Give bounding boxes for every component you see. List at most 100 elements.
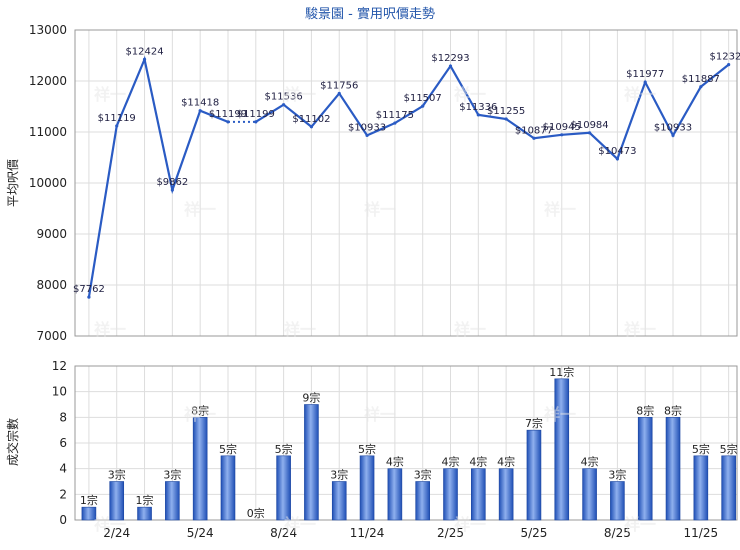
bar-1 [109, 481, 125, 521]
watermark-17: 祥一 [624, 515, 656, 534]
line-point-18 [587, 131, 592, 135]
bar-plot-frame [74, 365, 738, 521]
bar-label-4: 8宗 [191, 403, 209, 417]
line-point-label-11: $11175 [376, 110, 414, 121]
line-point-15 [504, 117, 508, 121]
line-point-19 [615, 157, 619, 161]
line-ytick-label-4: 11000 [29, 125, 67, 139]
line-point-8 [309, 125, 314, 129]
watermark-5: 祥一 [364, 200, 396, 219]
bar-label-1: 3宗 [108, 468, 126, 482]
watermark-9: 祥一 [454, 320, 486, 339]
line-point-label-0: $7762 [73, 284, 105, 295]
bar-label-23: 5宗 [720, 442, 738, 456]
bar-label-8: 9宗 [302, 391, 320, 405]
line-point-label-5: $11199 [209, 109, 247, 120]
bar-7 [276, 455, 291, 521]
line-ytick-label-0: 7000 [36, 329, 67, 343]
line-point-16 [532, 136, 536, 140]
watermark-16: 祥一 [454, 515, 486, 534]
line-point-14 [476, 113, 480, 117]
watermark-14: 祥一 [94, 515, 126, 534]
bar-ytick-label-5: 10 [52, 385, 67, 399]
line-point-label-6: $11199 [237, 109, 275, 120]
bar-xtick-label-6: 8/25 [604, 526, 631, 540]
line-point-label-7: $11536 [265, 92, 303, 103]
bar-ytick-label-0: 0 [59, 513, 67, 527]
line-point-label-23: $12321 [710, 52, 740, 63]
bar-22 [693, 455, 709, 521]
chart-title: 駿景園 - 實用呎價走勢 [305, 6, 435, 22]
watermark-4: 祥一 [184, 200, 216, 219]
watermark-6: 祥一 [544, 200, 576, 219]
watermark-11: 祥一 [184, 405, 216, 424]
watermark-12: 祥一 [364, 405, 396, 424]
line-ytick-label-1: 8000 [36, 278, 67, 292]
bar-ytick-label-6: 12 [52, 359, 67, 373]
line-ytick-label-6: 13000 [29, 23, 67, 37]
bar-19 [610, 481, 625, 521]
watermark-0: 祥一 [94, 85, 126, 104]
line-point-label-4: $11418 [181, 98, 219, 109]
watermark-15: 祥一 [284, 515, 316, 534]
bar-15 [498, 468, 514, 521]
bar-xtick-label-5: 5/25 [520, 526, 547, 540]
line-point-label-10: $10933 [348, 122, 386, 133]
line-point-label-2: $12424 [125, 46, 163, 57]
line-chart-panel: 7000 8000 9000 10000 11000 12000 13000 $7762 $11… [29, 23, 740, 343]
bar-label-5: 5宗 [219, 442, 237, 456]
watermark-10: 祥一 [624, 320, 656, 339]
line-point-label-13: $12293 [431, 53, 469, 64]
bar-label-15: 4宗 [497, 455, 515, 469]
bar-label-20: 8宗 [636, 403, 654, 417]
line-ytick-label-5: 12000 [29, 74, 67, 88]
line-point-20 [643, 80, 647, 84]
bar-ytick-label-2: 4 [59, 462, 67, 476]
line-point-12 [421, 104, 425, 108]
bar-12 [415, 481, 430, 521]
line-point-label-18: $10984 [570, 120, 608, 131]
bar-chart-panel: 0 2 4 6 8 10 12 1宗 3宗 1宗 3宗 8宗 5宗 0宗 5宗 9宗 3宗 5宗 4宗 3宗 4宗 4宗 4… [52, 359, 738, 540]
bar-y-axis-label: 成交宗數 [5, 418, 20, 466]
line-point-11 [393, 121, 397, 125]
line-point-label-22: $11887 [682, 74, 720, 85]
line-point-17 [560, 133, 564, 137]
bar-xtick-label-0: 2/24 [103, 526, 130, 540]
bar-3 [165, 481, 180, 521]
bar-10 [359, 455, 375, 521]
bar-label-11: 4宗 [386, 455, 404, 469]
line-point-6 [254, 120, 258, 124]
bar-label-6: 0宗 [247, 506, 265, 520]
watermark-13: 祥一 [544, 405, 576, 424]
bar-0 [81, 506, 97, 521]
line-point-label-14: $11336 [459, 102, 497, 113]
line-point-1 [115, 124, 119, 128]
bar-17 [554, 378, 570, 521]
bar-21 [665, 417, 681, 521]
bar-label-12: 3宗 [414, 468, 432, 482]
line-point-10 [365, 133, 369, 138]
line-point-9 [337, 91, 341, 96]
bar-label-18: 4宗 [581, 455, 599, 469]
bar-label-16: 7宗 [525, 416, 543, 430]
watermark-1: 祥一 [284, 85, 316, 104]
bar-xtick-label-7: 11/25 [684, 526, 719, 540]
bar-11 [387, 468, 403, 521]
line-point-label-20: $11977 [626, 69, 664, 80]
bar-14 [471, 468, 486, 521]
bar-ytick-label-1: 2 [59, 487, 67, 501]
bar-label-17: 11宗 [549, 365, 574, 379]
bar-label-22: 5宗 [692, 442, 710, 456]
line-ytick-label-3: 10000 [29, 176, 67, 190]
line-point-label-21: $10933 [654, 122, 692, 133]
line-point-5 [226, 120, 230, 124]
line-point-22 [699, 85, 703, 89]
bar-5 [220, 455, 236, 521]
bar-xtick-label-2: 8/24 [270, 526, 297, 540]
line-point-label-8: $11102 [292, 114, 330, 125]
bar-16 [526, 429, 542, 521]
bar-label-14: 4宗 [469, 455, 487, 469]
